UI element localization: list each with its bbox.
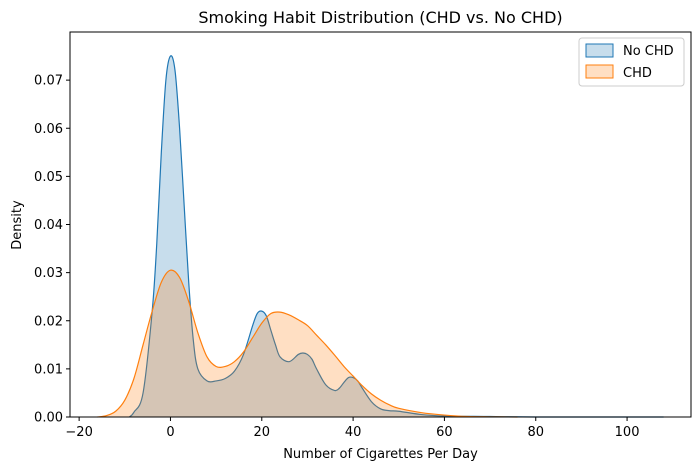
density-line-chd	[97, 269, 518, 418]
density-line-no-chd	[128, 55, 664, 418]
y-tick-label: 0.02	[34, 314, 63, 329]
x-tick-label: 20	[254, 425, 271, 440]
legend-label-chd: CHD	[623, 66, 652, 81]
x-tick-label: 80	[527, 425, 544, 440]
x-axis-ticks: −20 0 20 40 60 80 100	[65, 417, 639, 440]
y-axis-label: Density	[10, 200, 25, 250]
y-tick-label: 0.06	[34, 122, 63, 137]
y-tick-label: 0.04	[34, 218, 63, 233]
legend-box	[578, 37, 685, 87]
y-tick-label: 0.01	[34, 362, 63, 377]
density-area-no-chd	[129, 55, 664, 418]
y-tick-label: 0.05	[34, 170, 63, 185]
x-tick-label: 0	[166, 425, 174, 440]
density-area-chd	[97, 270, 518, 417]
legend-swatch-chd	[585, 64, 614, 79]
y-tick-label: 0.03	[34, 266, 63, 281]
legend-label-no-chd: No CHD	[623, 44, 674, 59]
x-tick-label: 40	[345, 425, 362, 440]
y-tick-label: 0.07	[34, 74, 63, 89]
y-tick-label: 0.00	[34, 411, 63, 426]
x-axis-label: Number of Cigarettes Per Day	[283, 447, 478, 462]
x-tick-label: 100	[615, 425, 640, 440]
legend: No CHD CHD	[578, 37, 685, 87]
legend-swatch-no-chd	[585, 43, 614, 58]
density-series-layer	[97, 55, 664, 418]
x-tick-label: 60	[436, 425, 453, 440]
chart-title: Smoking Habit Distribution (CHD vs. No C…	[198, 8, 562, 27]
x-tick-label: −20	[65, 425, 92, 440]
y-axis-ticks: 0.00 0.01 0.02 0.03 0.04 0.05 0.06 0.07	[34, 74, 70, 426]
